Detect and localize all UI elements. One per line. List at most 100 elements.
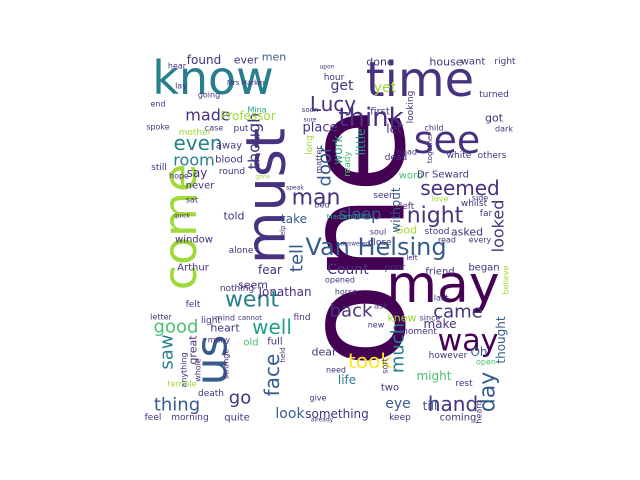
- word-45: place: [303, 121, 338, 136]
- word-129: light: [201, 316, 221, 326]
- word-160: gone: [256, 174, 271, 181]
- word-149: hope: [169, 172, 189, 181]
- word-172: left: [406, 254, 418, 262]
- word-158: believe: [502, 265, 511, 294]
- word-133: many: [208, 336, 231, 345]
- word-65: take: [281, 212, 307, 226]
- word-53: yet: [374, 80, 397, 96]
- word-86: death: [198, 389, 224, 399]
- word-5: come: [153, 164, 207, 291]
- word-15: well: [252, 315, 292, 339]
- word-130: felt: [186, 300, 201, 310]
- word-162: dead: [385, 153, 407, 163]
- word-146: together: [426, 133, 434, 163]
- word-46: found: [187, 53, 221, 67]
- word-102: close: [368, 238, 392, 248]
- word-85: feel: [145, 413, 162, 423]
- word-122: case: [205, 124, 223, 133]
- word-156: give: [310, 394, 327, 403]
- word-74: began: [468, 263, 499, 274]
- word-94: round: [219, 167, 245, 177]
- word-115: child: [425, 124, 444, 133]
- word-55: little: [354, 129, 368, 156]
- word-97: white: [447, 151, 472, 161]
- word-117: hour: [324, 73, 345, 83]
- word-152: anything: [180, 352, 189, 387]
- word-32: tell: [287, 244, 308, 272]
- word-96: whilst: [461, 199, 488, 209]
- word-88: full: [267, 337, 282, 348]
- word-16: even: [173, 131, 222, 155]
- word-99: seen: [373, 191, 394, 201]
- word-145: side: [472, 194, 488, 203]
- word-95: Dr Seward: [417, 170, 469, 181]
- word-79: two: [381, 383, 399, 394]
- word-70: seem: [238, 279, 268, 292]
- word-139: rest: [455, 379, 473, 389]
- word-104: stood: [425, 227, 450, 237]
- word-126: soul: [370, 228, 386, 237]
- word-142: last: [434, 294, 448, 303]
- word-124: nothing: [220, 284, 254, 294]
- word-161: sat: [186, 196, 198, 205]
- word-165: help: [279, 225, 287, 241]
- word-108: matter: [315, 146, 324, 174]
- word-40: eye: [385, 396, 411, 412]
- word-150: whole: [194, 358, 203, 382]
- word-47: ever: [234, 54, 259, 67]
- word-54: work: [331, 135, 345, 164]
- word-170: sure: [304, 117, 317, 124]
- word-119: hear: [168, 62, 187, 71]
- word-137: need: [326, 366, 346, 375]
- word-37: get: [331, 78, 355, 94]
- word-25: much: [388, 323, 409, 373]
- word-163: ask: [374, 302, 388, 311]
- word-143: read: [438, 236, 456, 245]
- word-101: Madam Mina: [327, 213, 372, 221]
- word-138: sort: [381, 358, 390, 374]
- word-17: room: [173, 151, 214, 170]
- word-80: till: [423, 399, 438, 413]
- word-168: soon: [302, 106, 319, 114]
- word-107: far: [480, 209, 493, 219]
- word-35: Count: [327, 262, 369, 278]
- word-21: good: [154, 317, 199, 338]
- word-48: men: [262, 51, 286, 64]
- word-52: first: [370, 107, 390, 118]
- word-7: see: [414, 118, 481, 162]
- word-63: heart: [210, 322, 240, 335]
- word-90: blood: [215, 155, 243, 166]
- word-106: love: [432, 195, 449, 204]
- word-91: away: [216, 141, 242, 152]
- word-141: since: [420, 314, 441, 323]
- word-27: door: [315, 145, 336, 186]
- word-24: came: [433, 302, 483, 323]
- word-131: letter: [150, 313, 172, 322]
- word-105: left: [400, 202, 415, 212]
- word-92: mother: [179, 128, 212, 138]
- word-128: horse: [335, 288, 357, 297]
- word-123: Mina: [247, 106, 266, 115]
- word-87: old: [243, 338, 258, 349]
- word-148: spoke: [146, 123, 169, 132]
- word-69: Arthur: [177, 263, 210, 274]
- word-11: night: [407, 204, 464, 229]
- word-89: still: [151, 163, 167, 173]
- word-127: opened: [325, 276, 355, 285]
- word-10: think: [338, 103, 403, 133]
- word-72: asked: [451, 226, 483, 239]
- word-93: put: [234, 124, 249, 134]
- word-76: word: [399, 171, 424, 182]
- word-157: heard: [475, 400, 484, 423]
- word-154: held: [279, 347, 287, 362]
- word-109: ready: [343, 151, 353, 177]
- word-84: morning: [171, 413, 208, 423]
- word-34: sleep: [339, 205, 382, 224]
- word-153: cannot: [238, 314, 262, 322]
- word-144: every: [469, 236, 492, 245]
- word-38: Professor: [220, 109, 275, 123]
- word-64: great: [187, 335, 200, 365]
- word-49: done: [366, 56, 394, 69]
